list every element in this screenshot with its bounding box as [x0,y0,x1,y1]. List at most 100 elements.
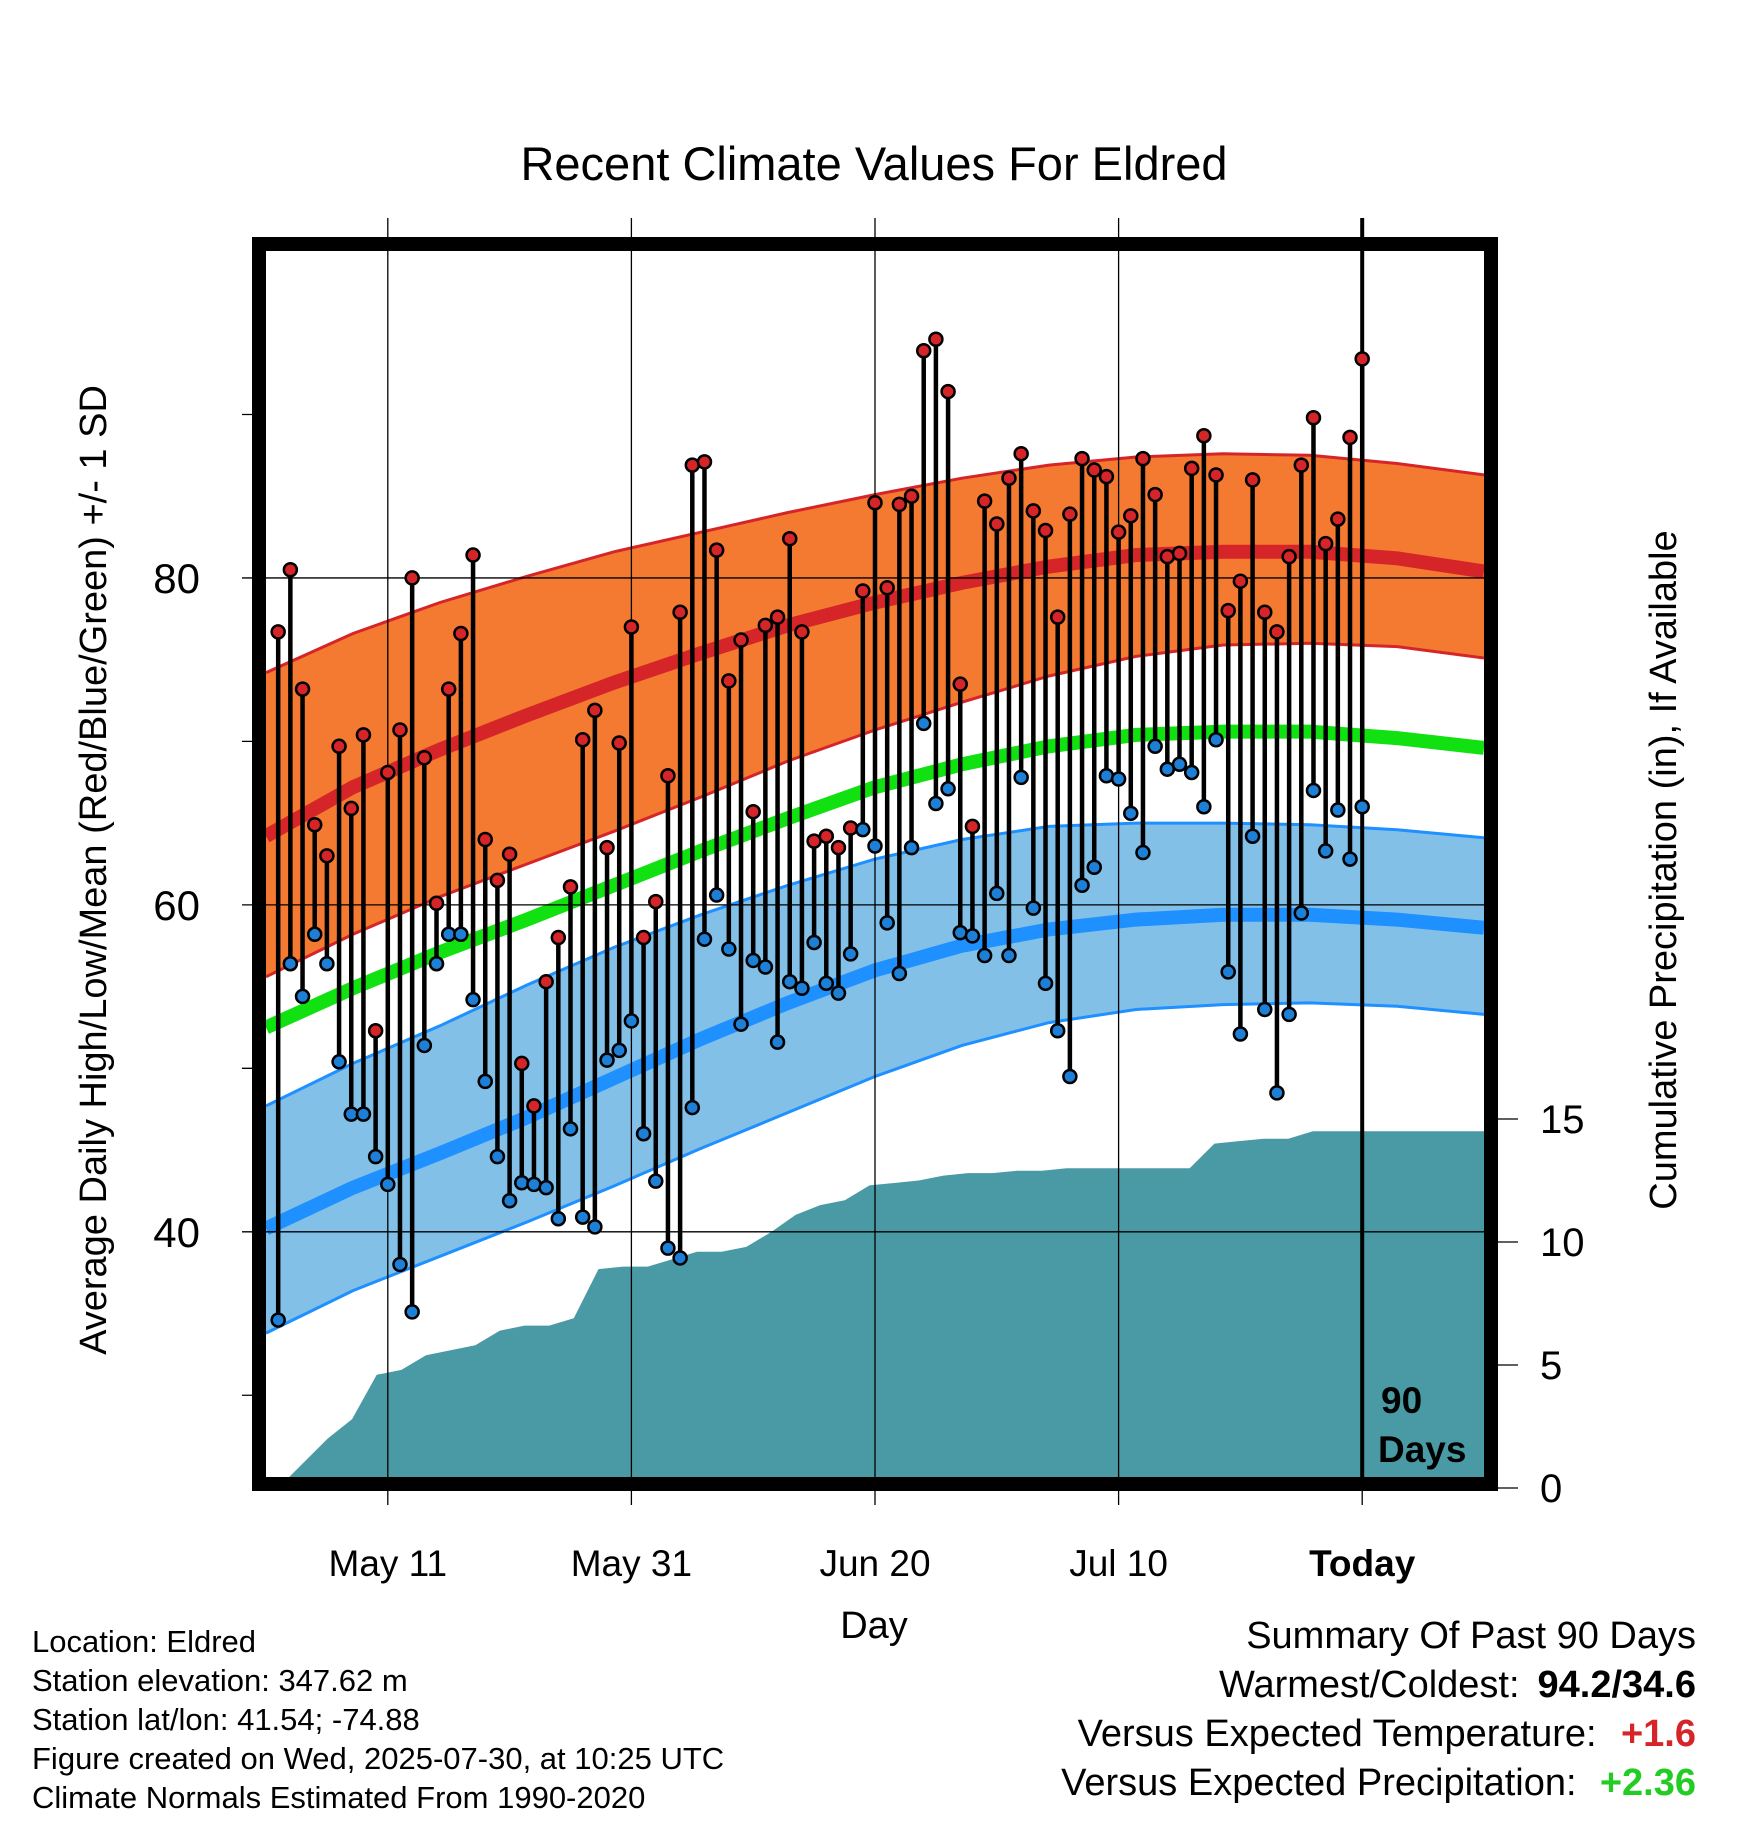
daily-high-point [1110,524,1127,540]
daily-high-point [501,846,518,862]
daily-low-point [294,988,311,1005]
daily-low-point [806,934,822,951]
daily-low-point [270,1312,286,1328]
daily-low-point [855,821,871,838]
daily-high-point [976,493,993,509]
daily-high-point [1074,450,1090,467]
figure-created: Figure created on Wed, 2025-07-30, at 10… [32,1741,725,1776]
daily-low-point [879,915,895,931]
daily-low-point [380,1176,396,1193]
station-info: Location: Eldred Station elevation: 347.… [32,1622,724,1817]
daily-high-point [903,488,920,504]
daily-high-point [1183,460,1200,477]
precipitation-area [289,1131,1484,1477]
daily-high-point [940,383,956,400]
daily-low-point [940,781,956,797]
daily-low-point [721,941,737,957]
daily-high-point [1317,535,1334,552]
summary-warmest-row: Warmest/Coldest: 94.2/34.6 [1061,1661,1696,1710]
daily-low-point [282,955,299,972]
daily-high-point [989,516,1005,532]
daily-high-point [611,735,627,751]
daily-high-point [915,342,932,359]
daily-high-point [380,764,396,781]
daily-high-point [721,673,737,689]
daily-low-point [842,946,859,962]
daily-low-point [1293,905,1310,921]
daily-low-point [989,885,1005,902]
daily-low-point [733,1016,749,1032]
daily-high-point [550,929,567,946]
summary-temp-row: Versus Expected Temperature: +1.6 [1061,1710,1696,1759]
daily-low-point [1196,799,1212,815]
daily-high-point [928,331,944,348]
daily-high-point [1305,409,1322,426]
daily-high-point [1147,486,1163,503]
axes: 40 60 80 May 11 May 31 Jun 20 Jul 10 Today 0 5 10 1… [153,413,1585,1584]
daily-high-point [733,632,749,648]
daily-low-point [404,1304,420,1320]
daily-high-point [514,1055,530,1072]
daily-high-point [660,767,676,784]
daily-low-point [1062,1068,1078,1085]
daily-high-point [599,839,615,856]
summary-panel: Summary Of Past 90 Days Warmest/Coldest:… [1061,1612,1696,1808]
daily-high-point [1220,602,1236,619]
daily-high-point [818,828,835,844]
daily-low-point [1049,1022,1066,1039]
daily-low-point [1147,738,1163,755]
x-tick-label: Jul 10 [1069,1543,1168,1584]
daily-low-point [477,1073,493,1090]
daily-low-point [453,926,469,943]
daily-high-point [842,820,859,836]
right-tick-label: 15 [1540,1098,1585,1142]
daily-low-point [623,1013,640,1029]
daily-low-point [1257,1001,1273,1018]
daily-high-point [891,496,908,513]
daily-high-point [1196,427,1212,444]
daily-low-point [1074,877,1090,894]
daily-low-point [1281,1006,1297,1023]
x-tick-label: May 31 [571,1543,692,1584]
plot-area [266,452,1484,1477]
daily-low-point [964,928,981,944]
daily-low-point [1086,859,1102,876]
normal-low-band [266,823,1484,1334]
daily-high-point [270,624,286,640]
daily-high-point [1208,467,1224,483]
daily-low-point [1171,756,1188,773]
daily-low-point [672,1250,688,1266]
daily-high-point [964,818,981,835]
daily-high-point [574,732,591,748]
summary-title: Summary Of Past 90 Days [1246,1615,1696,1657]
daily-low-point [794,980,810,996]
daily-high-point [355,727,372,743]
daily-low-point [611,1042,627,1059]
daily-high-point [1171,545,1188,562]
daily-high-point [1013,445,1029,462]
daily-high-point [440,681,457,697]
daily-low-point [1220,964,1236,980]
daily-low-point [538,1179,554,1196]
daily-low-point [599,1052,615,1068]
daily-low-point [1123,805,1139,822]
right-tick-label: 10 [1540,1221,1585,1265]
daily-high-point [1025,503,1042,519]
daily-high-point [343,800,360,817]
daily-low-point [1269,1085,1285,1101]
daily-low-point [306,926,323,943]
daily-high-point [708,542,725,558]
daily-low-point [1037,975,1054,992]
daily-low-point [562,1121,579,1137]
daily-low-point [1244,828,1261,844]
daily-high-point [952,676,969,692]
daily-high-point [453,625,469,642]
daily-high-point [672,604,688,621]
daily-high-point [587,702,603,719]
daily-low-point [915,715,932,732]
daily-high-point [867,494,883,511]
daily-high-point [319,848,335,864]
daily-high-point [830,839,847,856]
daily-low-point [1342,851,1358,867]
daily-high-point [1049,609,1066,625]
